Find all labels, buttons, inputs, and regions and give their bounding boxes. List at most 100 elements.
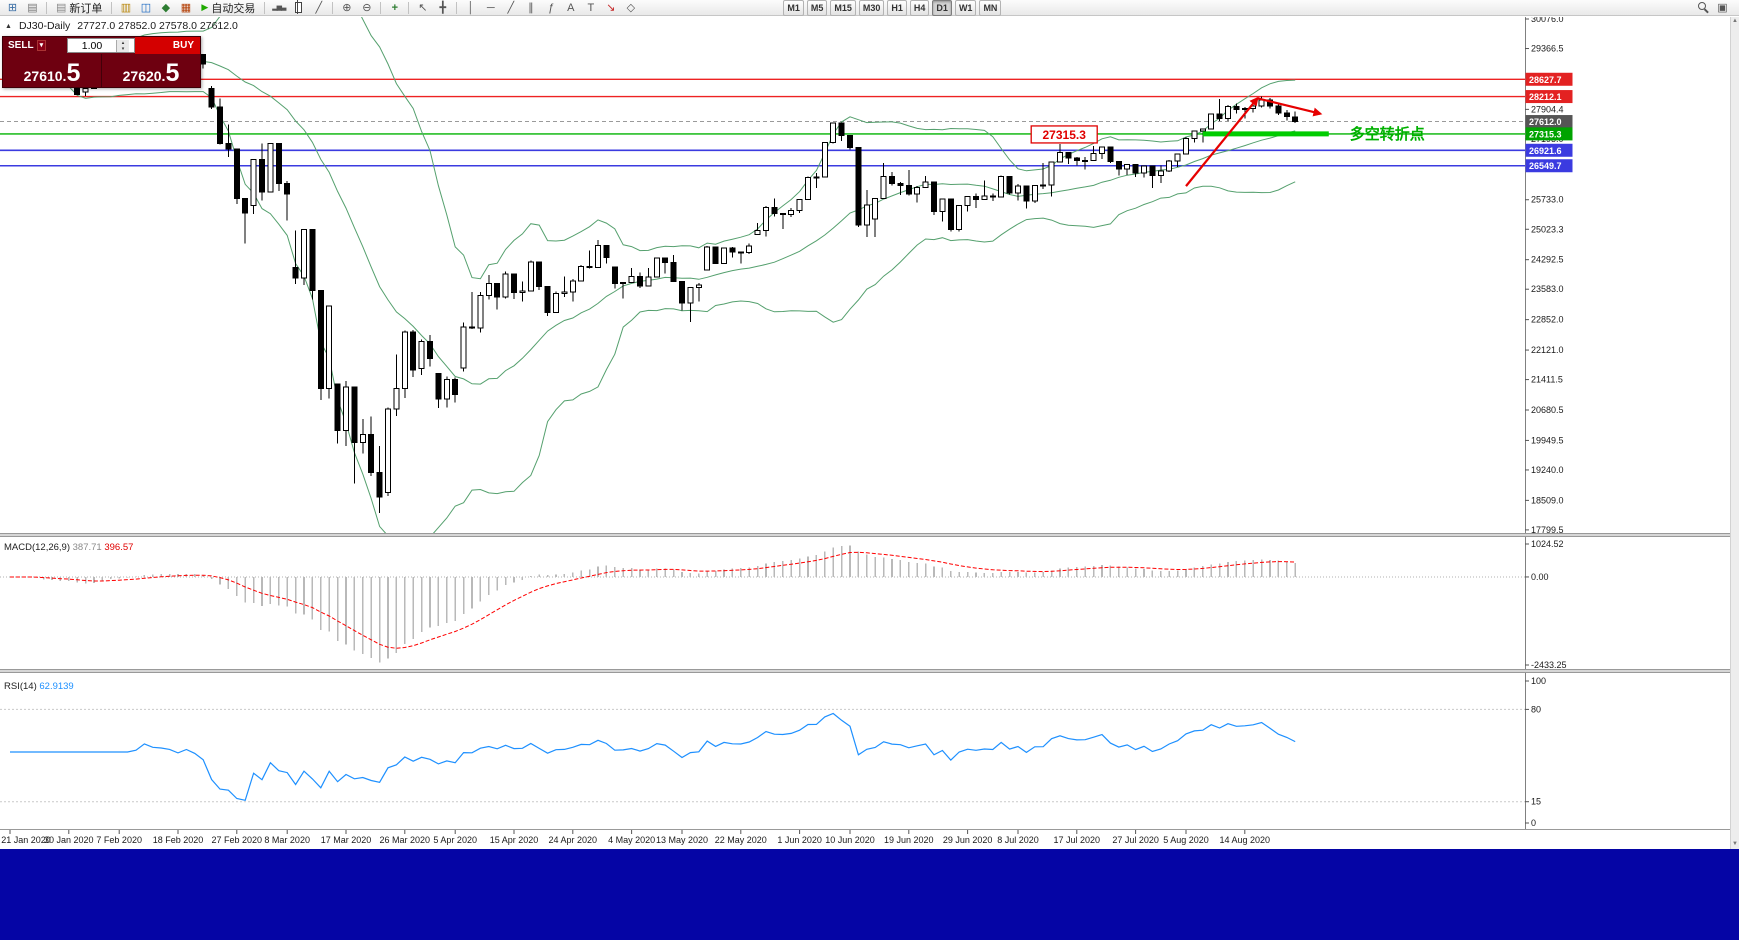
window-layout-icon[interactable]: ▣ bbox=[1717, 1, 1728, 14]
price-badge bbox=[1525, 127, 1573, 141]
chart-canvas[interactable]: 27315.3多空转折点30076.029366.527904.427195.0… bbox=[0, 17, 1739, 849]
rsi-axis-label: 80 bbox=[1531, 704, 1541, 714]
volume-up-button[interactable]: ▴ bbox=[117, 39, 129, 46]
scroll-down-icon[interactable]: ▼ bbox=[1732, 841, 1738, 847]
macd-axis-label: 1024.52 bbox=[1531, 539, 1564, 549]
new-order-icon: ▤ bbox=[56, 2, 67, 14]
line-chart-icon[interactable]: ╱ bbox=[315, 1, 323, 14]
macd-signal-line bbox=[10, 551, 1296, 649]
volume-spinners: ▴ ▾ bbox=[116, 39, 129, 52]
fibonacci-icon[interactable]: ƒ bbox=[547, 1, 554, 14]
chart-symbol-period: DJ30-Daily bbox=[18, 20, 71, 32]
price-callout-box[interactable] bbox=[1030, 125, 1098, 144]
new-chart-icon[interactable]: ⊞ bbox=[7, 1, 18, 14]
trendline-icon[interactable]: ╱ bbox=[507, 1, 515, 14]
bar-chart-icon[interactable]: ▂▅▃ bbox=[272, 3, 286, 11]
time-label: 13 May 2020 bbox=[656, 835, 708, 845]
new-order-button[interactable]: ▤ 新订单 bbox=[51, 1, 107, 15]
time-label: 17 Mar 2020 bbox=[321, 835, 372, 845]
trend-arrow-1[interactable] bbox=[1185, 96, 1259, 187]
data-window-icon[interactable]: ◫ bbox=[140, 1, 152, 14]
buy-button[interactable]: 27620. 5 bbox=[101, 54, 200, 87]
price-badge-text: 27315.3 bbox=[1529, 129, 1562, 139]
market-watch-icon[interactable]: ▥ bbox=[120, 1, 132, 14]
sell-button[interactable]: 27610. 5 bbox=[3, 54, 101, 87]
timeframe-button-h4[interactable]: H4 bbox=[909, 0, 930, 16]
one-click-menu-caret-icon[interactable]: ▾ bbox=[36, 40, 47, 51]
volume-down-button[interactable]: ▾ bbox=[117, 45, 129, 52]
timeframe-button-d1[interactable]: D1 bbox=[932, 0, 952, 16]
axis-price-label: 30076.0 bbox=[1531, 17, 1564, 24]
sell-button-header[interactable]: SELL ▾ bbox=[3, 40, 67, 51]
time-label: 4 May 2020 bbox=[608, 835, 655, 845]
one-click-trading-panel: SELL ▾ ▴ ▾ BUY 27610. 5 27620. 5 bbox=[2, 36, 201, 88]
axis-price-label: 25733.0 bbox=[1531, 195, 1564, 205]
time-label: 1 Jun 2020 bbox=[777, 835, 822, 845]
text-icon[interactable]: A bbox=[567, 1, 575, 14]
crosshair-icon[interactable]: ╋ bbox=[439, 1, 447, 14]
bollinger-lower-band bbox=[9, 55, 1296, 533]
chart-header: ▲ DJ30-Daily 27727.0 27852.0 27578.0 276… bbox=[5, 20, 238, 32]
candlestick-chart-icon[interactable] bbox=[289, 0, 308, 15]
time-label: 14 Aug 2020 bbox=[1220, 835, 1271, 845]
rsi-label: RSI(14) 62.9139 bbox=[4, 681, 74, 692]
timeframe-button-w1[interactable]: W1 bbox=[954, 0, 977, 16]
time-label: 26 Mar 2020 bbox=[380, 835, 431, 845]
scroll-up-icon[interactable]: ▲ bbox=[1732, 18, 1738, 24]
auto-trading-label: 自动交易 bbox=[211, 2, 256, 15]
timeframe-button-m5[interactable]: M5 bbox=[806, 0, 828, 16]
turning-point-label[interactable]: 多空转折点 bbox=[1350, 125, 1425, 143]
volume-input[interactable] bbox=[68, 40, 116, 51]
bollinger-upper-band bbox=[9, 17, 1296, 280]
axis-price-label: 19240.0 bbox=[1531, 465, 1564, 475]
shapes-icon[interactable]: ◇ bbox=[626, 1, 636, 14]
rsi-axis-label: 15 bbox=[1531, 797, 1541, 807]
rsi-line bbox=[10, 712, 1296, 802]
trade-panel-price-row: 27610. 5 27620. 5 bbox=[3, 54, 200, 87]
axis-price-label: 17799.5 bbox=[1531, 525, 1564, 535]
price-axis: 30076.029366.527904.427195.025733.025023… bbox=[1525, 17, 1573, 829]
macd-axis-label: -2433.25 bbox=[1531, 660, 1567, 670]
chart-profiles-icon[interactable]: ▤ bbox=[27, 1, 38, 14]
toolbar-separator bbox=[46, 1, 47, 14]
sell-price-text: 27610. bbox=[23, 68, 67, 84]
toolbar-separator bbox=[332, 1, 334, 14]
vertical-line-icon[interactable]: │ bbox=[467, 1, 475, 14]
timeframe-button-m1[interactable]: M1 bbox=[783, 0, 804, 16]
price-badge-text: 26921.6 bbox=[1529, 146, 1562, 156]
chart-background bbox=[0, 17, 1739, 849]
timeframe-button-mn[interactable]: MN bbox=[979, 0, 1002, 16]
axis-price-label: 18509.0 bbox=[1531, 495, 1564, 505]
buy-button-header[interactable]: BUY bbox=[135, 37, 200, 54]
price-badge bbox=[1525, 90, 1573, 104]
cursor-icon[interactable]: ↖ bbox=[418, 1, 428, 14]
time-label: 18 Feb 2020 bbox=[153, 835, 204, 845]
price-badge bbox=[1525, 143, 1573, 157]
time-label: 24 Apr 2020 bbox=[549, 835, 598, 845]
trend-arrow-2[interactable] bbox=[1257, 97, 1323, 117]
axis-price-label: 19949.5 bbox=[1531, 435, 1564, 445]
navigator-icon[interactable]: ◆ bbox=[161, 1, 171, 14]
timeframe-button-m15[interactable]: M15 bbox=[830, 0, 856, 16]
zoom-in-icon[interactable]: ⊕ bbox=[342, 1, 352, 14]
axis-price-label: 25023.3 bbox=[1531, 224, 1564, 234]
zoom-out-icon[interactable]: ⊖ bbox=[362, 1, 372, 14]
toolbar-right-group: ▣ bbox=[1698, 1, 1736, 15]
horizontal-line-icon[interactable]: ─ bbox=[486, 1, 495, 14]
timeframe-button-h1[interactable]: H1 bbox=[887, 0, 907, 16]
terminal-icon[interactable]: ▦ bbox=[180, 1, 192, 14]
main-toolbar: ⊞ ▤ ▤ 新订单 ▥ ◫ ◆ ▦ ▶ 自动交易 ▂▅▃ ╱ ⊕ ⊖ + ↖ ╋… bbox=[0, 0, 1739, 16]
indicators-icon[interactable]: + bbox=[391, 1, 399, 14]
vertical-scrollbar[interactable]: ▲ ▼ bbox=[1730, 17, 1739, 849]
arrows-icon[interactable]: ↘ bbox=[606, 1, 616, 14]
axis-price-label: 29366.5 bbox=[1531, 44, 1564, 54]
auto-trading-button[interactable]: ▶ 自动交易 bbox=[196, 1, 260, 15]
text-label-icon[interactable]: T bbox=[587, 1, 595, 14]
time-label: 22 May 2020 bbox=[715, 835, 767, 845]
time-label: 7 Feb 2020 bbox=[96, 835, 142, 845]
timeframe-button-m30[interactable]: M30 bbox=[858, 0, 885, 16]
one-click-toggle-icon[interactable]: ▲ bbox=[5, 22, 12, 30]
time-label: 8 Jul 2020 bbox=[997, 835, 1039, 845]
search-icon[interactable] bbox=[1698, 2, 1709, 13]
channel-icon[interactable]: ∥ bbox=[528, 1, 534, 14]
